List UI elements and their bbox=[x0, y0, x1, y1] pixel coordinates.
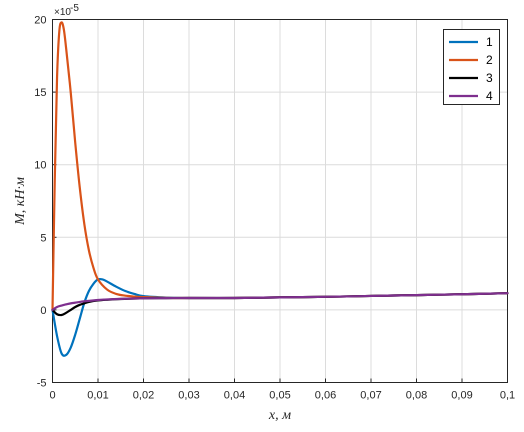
y-tick-label: 0 bbox=[40, 305, 46, 317]
series-lines bbox=[51, 21, 509, 357]
x-tick-label: 0,09 bbox=[451, 390, 472, 402]
x-tick-label: 0,02 bbox=[133, 390, 154, 402]
legend-label-4: 4 bbox=[486, 89, 493, 103]
x-tick-label: 0,01 bbox=[87, 390, 108, 402]
x-tick-label: 0,08 bbox=[406, 390, 427, 402]
legend: 1 2 3 4 bbox=[443, 29, 500, 105]
y-tick-label: 5 bbox=[40, 232, 46, 244]
x-axis-label: x, м bbox=[268, 408, 291, 423]
y-axis-label: M, кН·м bbox=[13, 177, 28, 226]
legend-label-3: 3 bbox=[486, 71, 493, 85]
x-tick-label: 0,05 bbox=[269, 390, 290, 402]
series-line-4 bbox=[51, 292, 509, 311]
x-tick-label: 0 bbox=[49, 390, 55, 402]
y-tick-label: -5 bbox=[37, 378, 47, 390]
y-tick-label: 10 bbox=[34, 160, 46, 172]
y-exponent-base: ×10 bbox=[54, 7, 71, 18]
x-tick-label: 0,06 bbox=[315, 390, 336, 402]
x-tick-label: 0,07 bbox=[360, 390, 381, 402]
legend-label-2: 2 bbox=[486, 53, 493, 67]
axis-ticks: 0 0,01 0,02 0,03 0,04 0,05 0,06 0,07 0,08 0,09 0,1… bbox=[34, 15, 515, 402]
x-tick-label: 0,04 bbox=[224, 390, 245, 402]
x-tick-label: 0,03 bbox=[178, 390, 199, 402]
grid bbox=[52, 19, 508, 383]
legend-label-1: 1 bbox=[486, 35, 493, 49]
x-tick-label: 0,1 bbox=[500, 390, 515, 402]
y-exponent-power: -5 bbox=[70, 3, 79, 14]
y-tick-label: 15 bbox=[34, 87, 46, 99]
y-tick-label: 20 bbox=[34, 15, 46, 27]
